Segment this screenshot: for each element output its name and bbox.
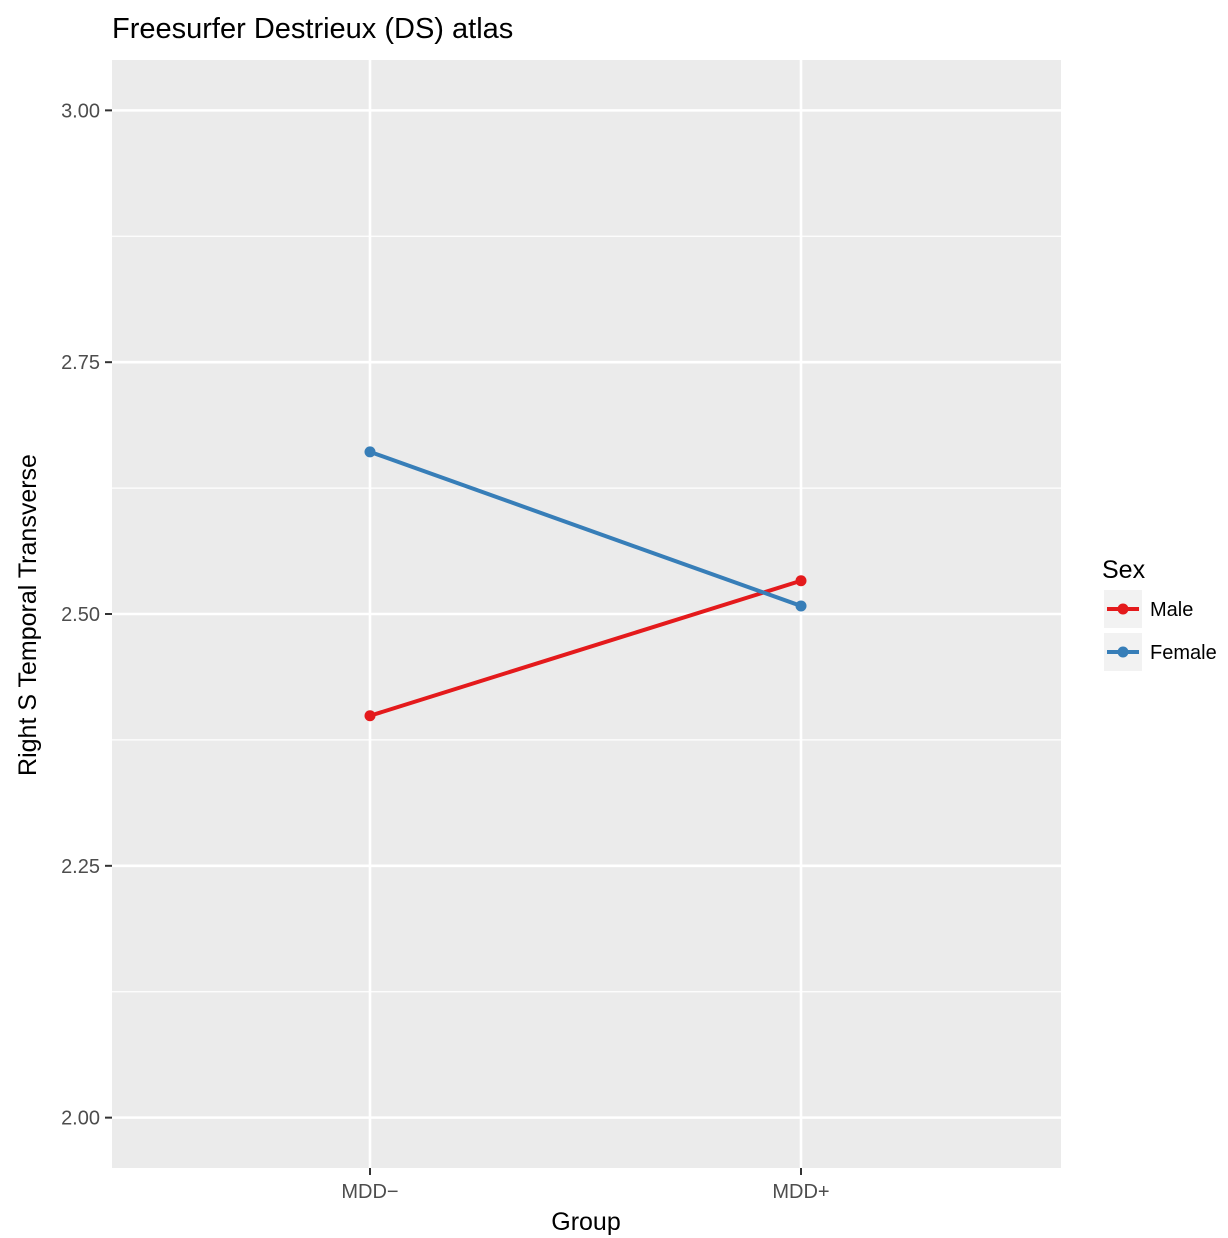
y-tick-label: 2.25: [61, 856, 100, 878]
series-line-female: [369, 449, 802, 608]
y-tick-label: 2.00: [61, 1108, 100, 1130]
chart-title: Freesurfer Destrieux (DS) atlas: [112, 13, 513, 45]
y-tick-label: 2.50: [61, 604, 100, 626]
data-point-female: [364, 446, 376, 458]
legend: Sex Male Female: [1102, 556, 1217, 671]
major-gridlines: [112, 60, 1061, 1168]
y-tick-label: 2.75: [61, 352, 100, 374]
data-point-male: [795, 575, 807, 587]
y-axis-title: Right S Temporal Transverse: [14, 454, 42, 776]
x-axis: MDD− MDD+: [341, 1168, 830, 1203]
series-layer: [364, 446, 807, 722]
legend-key-point-female: [1117, 646, 1129, 658]
data-point-female: [795, 600, 807, 612]
y-axis: 2.00 2.25 2.50 2.75 3.00: [61, 100, 112, 1130]
data-point-male: [364, 710, 376, 722]
minor-gridlines: [112, 235, 1061, 993]
legend-key-point-male: [1117, 603, 1129, 615]
x-tick-label: MDD−: [341, 1181, 398, 1203]
legend-label-male: Male: [1150, 599, 1193, 621]
series-line-male: [369, 578, 802, 718]
y-tick-label: 3.00: [61, 100, 100, 122]
legend-label-female: Female: [1150, 642, 1217, 664]
x-axis-title: Group: [551, 1208, 620, 1236]
x-tick-label: MDD+: [772, 1181, 829, 1203]
legend-title: Sex: [1102, 556, 1146, 584]
